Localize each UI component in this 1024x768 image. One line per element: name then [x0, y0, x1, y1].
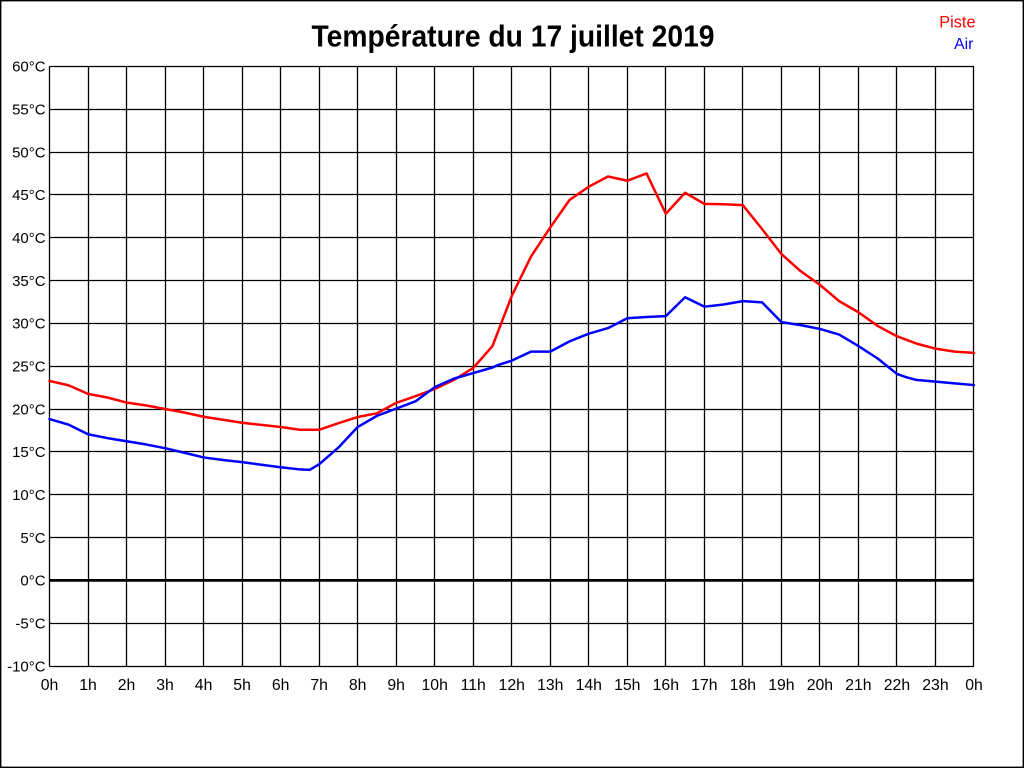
- svg-text:Air: Air: [954, 36, 973, 53]
- svg-text:16h: 16h: [653, 677, 679, 694]
- svg-text:9h: 9h: [387, 677, 405, 694]
- svg-text:Piste: Piste: [939, 14, 975, 32]
- svg-text:12h: 12h: [499, 677, 525, 694]
- svg-text:10h: 10h: [422, 677, 448, 694]
- svg-text:19h: 19h: [768, 677, 794, 694]
- svg-text:18h: 18h: [730, 677, 756, 694]
- svg-text:17h: 17h: [691, 677, 717, 694]
- svg-text:5°C: 5°C: [20, 530, 45, 547]
- svg-text:10°C: 10°C: [12, 487, 46, 504]
- svg-text:40°C: 40°C: [12, 230, 46, 247]
- svg-text:55°C: 55°C: [12, 102, 46, 119]
- svg-text:5h: 5h: [233, 677, 251, 694]
- svg-text:1h: 1h: [79, 677, 97, 694]
- svg-text:25°C: 25°C: [12, 359, 46, 376]
- svg-text:22h: 22h: [884, 677, 910, 694]
- svg-text:50°C: 50°C: [12, 144, 46, 161]
- svg-text:20°C: 20°C: [12, 401, 46, 418]
- svg-text:2h: 2h: [118, 677, 136, 694]
- svg-text:Température du 17 juillet 2019: Température du 17 juillet 2019: [312, 18, 715, 53]
- svg-text:13h: 13h: [537, 677, 563, 694]
- svg-text:21h: 21h: [845, 677, 871, 694]
- svg-text:6h: 6h: [272, 677, 290, 694]
- svg-text:45°C: 45°C: [12, 187, 46, 204]
- svg-text:4h: 4h: [195, 677, 213, 694]
- svg-text:23h: 23h: [922, 677, 948, 694]
- svg-text:60°C: 60°C: [12, 59, 46, 76]
- svg-text:0°C: 0°C: [20, 573, 45, 590]
- svg-text:8h: 8h: [349, 677, 367, 694]
- svg-text:0h: 0h: [965, 677, 983, 694]
- svg-text:7h: 7h: [310, 677, 328, 694]
- svg-text:35°C: 35°C: [12, 273, 46, 290]
- svg-text:15h: 15h: [614, 677, 640, 694]
- svg-text:3h: 3h: [156, 677, 174, 694]
- svg-text:0h: 0h: [41, 677, 59, 694]
- svg-text:15°C: 15°C: [12, 444, 46, 461]
- svg-text:11h: 11h: [461, 677, 486, 694]
- svg-text:30°C: 30°C: [12, 316, 46, 333]
- svg-text:-5°C: -5°C: [15, 615, 45, 632]
- svg-text:14h: 14h: [576, 677, 602, 694]
- svg-text:-10°C: -10°C: [7, 658, 46, 675]
- svg-text:20h: 20h: [807, 677, 833, 694]
